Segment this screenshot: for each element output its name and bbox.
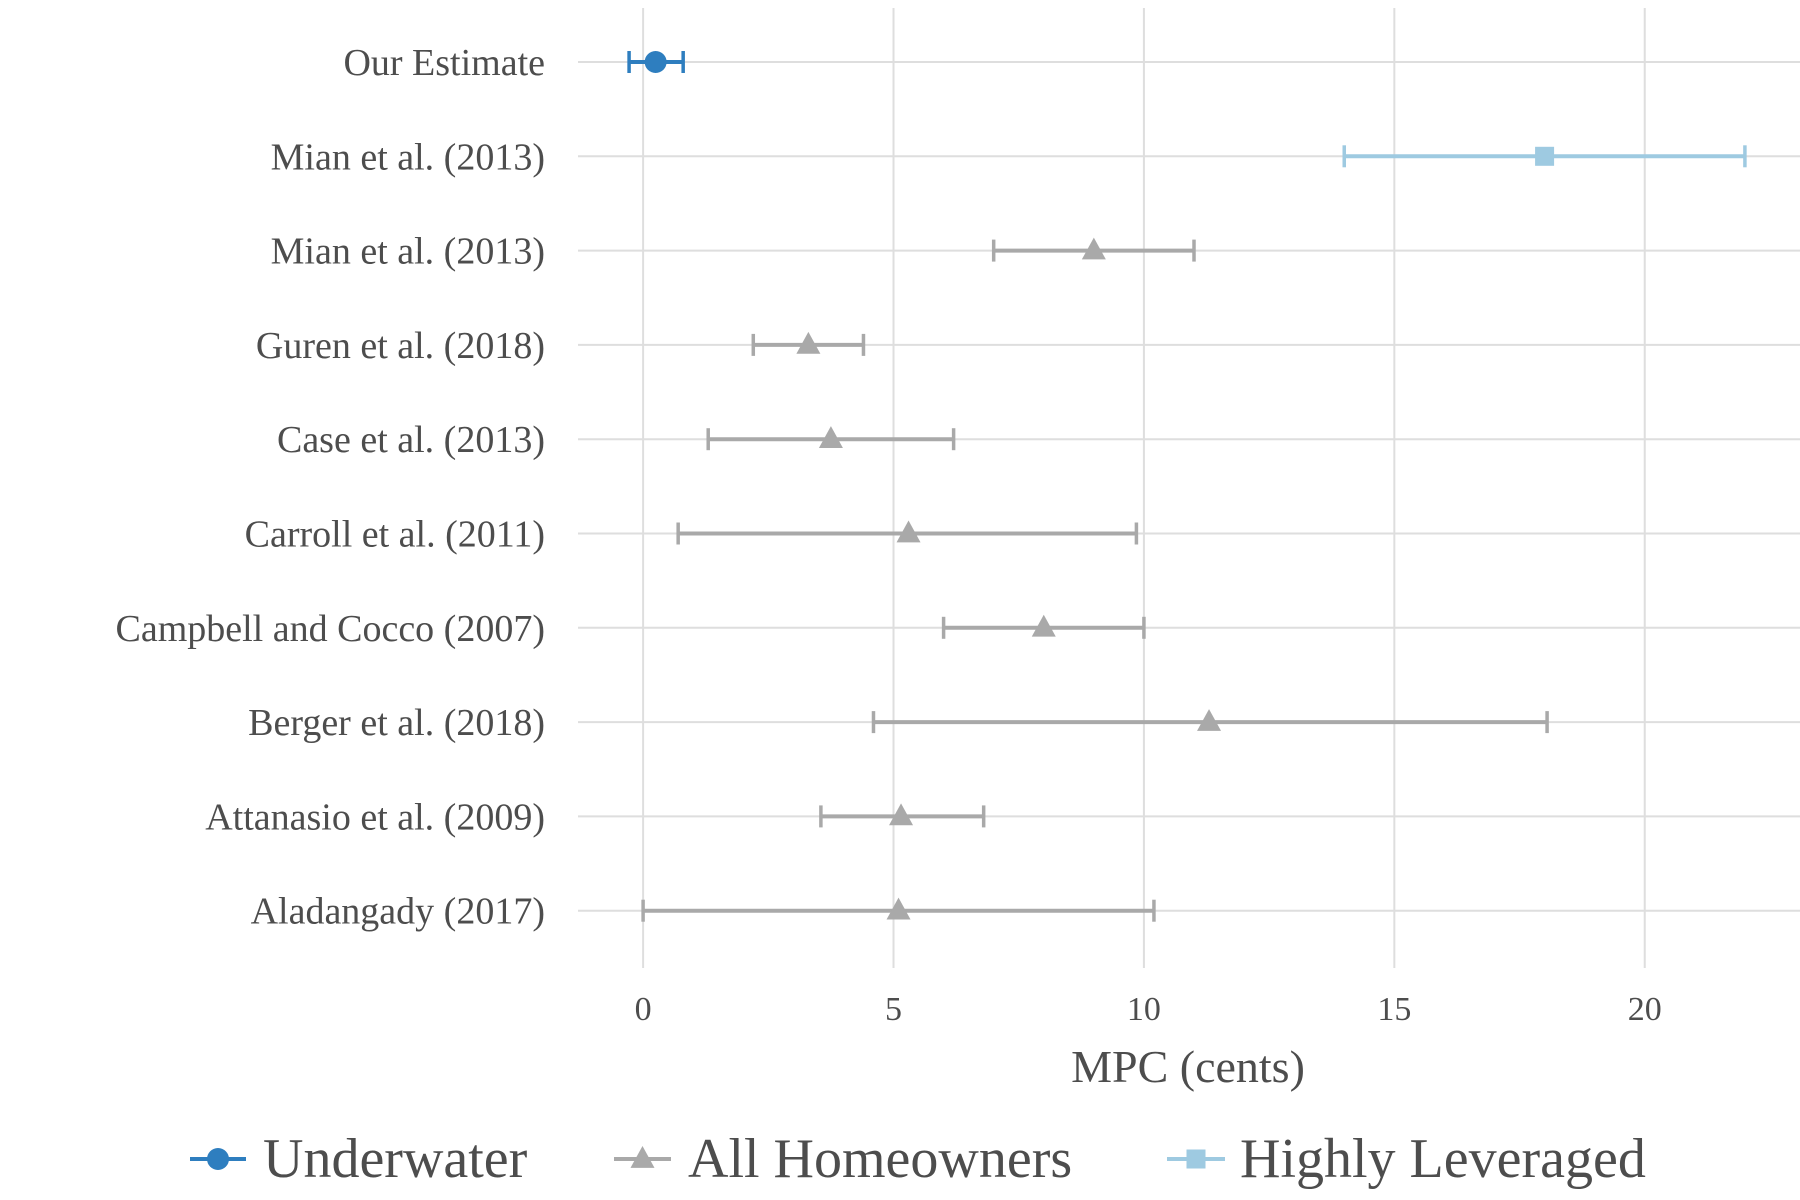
point-estimate xyxy=(1535,146,1555,166)
legend-item: All Homeowners xyxy=(614,1128,1072,1190)
point-estimate xyxy=(796,331,821,354)
x-tick-label: 10 xyxy=(1127,991,1161,1028)
legend-marker xyxy=(207,1148,229,1170)
estimate-row xyxy=(627,51,685,73)
legend-item: Underwater xyxy=(190,1128,528,1190)
estimate-row xyxy=(819,803,986,828)
study-label: Aladangady (2017) xyxy=(251,891,545,933)
study-label: Mian et al. (2013) xyxy=(271,231,545,273)
legend: Underwater All Homeowners Highly Leveraged xyxy=(190,1128,1646,1190)
study-label: Carroll et al. (2011) xyxy=(245,514,545,556)
point-estimate xyxy=(886,897,911,920)
point-estimate xyxy=(1031,614,1056,637)
study-labels: Our Estimate Mian et al. (2013) Mian et al… xyxy=(115,42,545,933)
x-tick-label: 0 xyxy=(635,991,652,1028)
estimate-row xyxy=(871,709,1549,734)
point-estimate xyxy=(1197,709,1222,731)
x-axis-tick-labels: 0 5 10 15 20 xyxy=(635,991,1662,1028)
point-estimate xyxy=(1081,237,1106,260)
legend-marker xyxy=(630,1145,655,1168)
vertical-gridlines xyxy=(642,8,1646,968)
study-label: Attanasio et al. (2009) xyxy=(205,796,545,838)
point-estimate xyxy=(644,51,667,73)
point-estimate xyxy=(818,426,843,449)
point-estimate xyxy=(889,803,914,826)
legend-label: Underwater xyxy=(263,1128,528,1190)
estimate-row xyxy=(941,614,1146,639)
study-label: Campbell and Cocco (2007) xyxy=(115,608,545,650)
study-label: Guren et al. (2018) xyxy=(256,325,545,367)
estimate-row xyxy=(676,520,1139,545)
estimate-marks xyxy=(627,51,1747,922)
study-label: Our Estimate xyxy=(343,42,545,84)
estimate-row xyxy=(706,426,956,451)
point-estimate xyxy=(896,520,921,543)
estimate-row xyxy=(751,331,866,356)
study-label: Case et al. (2013) xyxy=(277,419,545,461)
x-tick-label: 5 xyxy=(885,991,902,1028)
legend-item: Highly Leveraged xyxy=(1167,1128,1646,1190)
study-label: Berger et al. (2018) xyxy=(248,702,545,744)
legend-label: Highly Leveraged xyxy=(1240,1128,1646,1190)
legend-marker xyxy=(1186,1149,1206,1169)
estimate-row xyxy=(1342,145,1747,168)
horizontal-gridlines xyxy=(578,61,1800,912)
x-tick-label: 20 xyxy=(1628,991,1662,1028)
estimate-row xyxy=(641,897,1156,922)
legend-label: All Homeowners xyxy=(688,1128,1072,1190)
x-tick-label: 15 xyxy=(1377,991,1411,1028)
x-axis-title: MPC (cents) xyxy=(1071,1041,1305,1092)
study-label: Mian et al. (2013) xyxy=(271,136,545,178)
estimate-row xyxy=(991,237,1196,262)
